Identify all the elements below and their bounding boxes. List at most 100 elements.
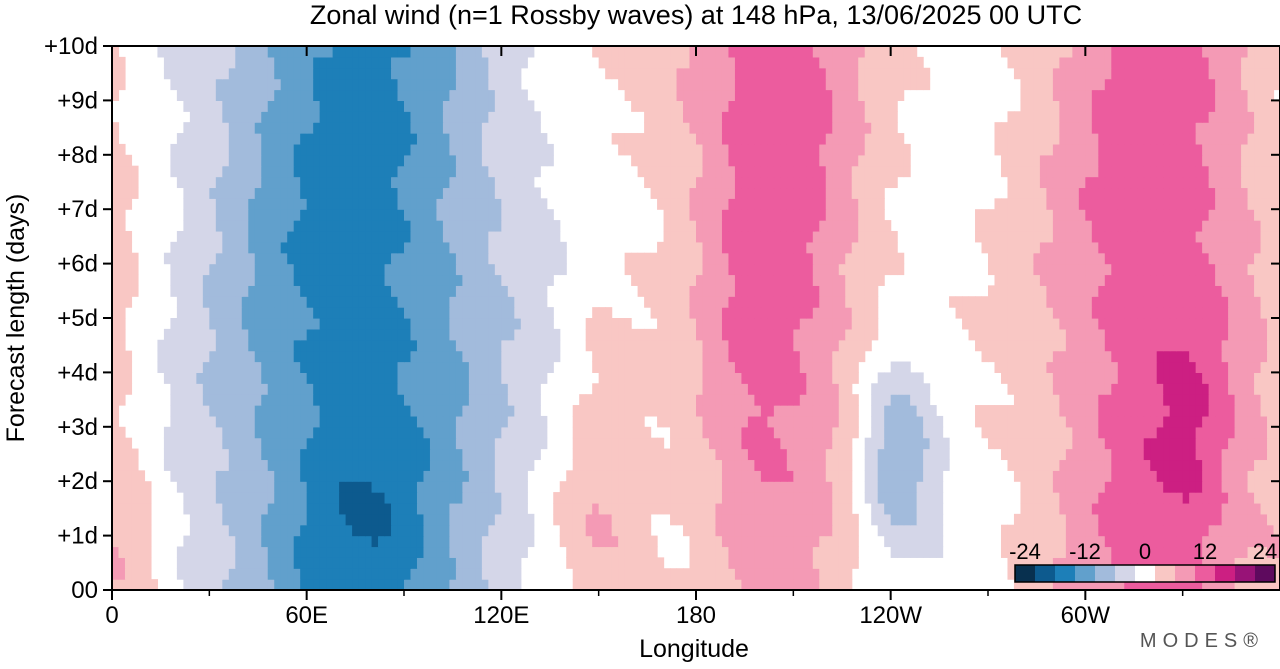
field-cell <box>222 318 230 330</box>
field-cell <box>261 339 269 352</box>
field-cell <box>1176 557 1184 569</box>
field-cell <box>1156 535 1164 548</box>
field-cell <box>1195 470 1203 482</box>
field-cell <box>313 241 321 254</box>
field-cell <box>650 405 658 417</box>
field-cell <box>352 350 360 363</box>
field-cell <box>274 241 282 254</box>
field-cell <box>202 448 210 461</box>
field-cell <box>786 383 794 395</box>
field-cell <box>1195 459 1203 471</box>
field-cell <box>267 437 275 450</box>
field-cell <box>404 524 412 537</box>
field-cell <box>410 307 418 319</box>
field-cell <box>449 230 457 243</box>
field-cell <box>520 285 528 297</box>
field-cell <box>670 263 678 276</box>
field-cell <box>248 405 256 417</box>
field-cell <box>261 252 269 265</box>
field-cell <box>1247 437 1255 450</box>
field-cell <box>507 350 515 363</box>
field-cell <box>183 274 191 286</box>
field-cell <box>319 252 327 265</box>
field-cell <box>988 328 996 341</box>
field-cell <box>1182 285 1190 297</box>
field-cell <box>416 502 425 515</box>
field-cell <box>1111 361 1119 373</box>
field-cell <box>799 557 807 569</box>
field-cell <box>196 481 204 493</box>
field-cell <box>481 557 489 569</box>
field-cell <box>702 394 710 406</box>
field-cell <box>1228 307 1236 319</box>
field-cell <box>1085 383 1093 395</box>
field-cell <box>799 328 807 341</box>
field-cell <box>1046 307 1054 319</box>
field-cell <box>1098 296 1106 308</box>
field-cell <box>1202 426 1210 439</box>
field-cell <box>378 481 386 493</box>
field-cell <box>442 502 451 515</box>
field-cell <box>326 481 334 493</box>
field-cell <box>468 568 476 580</box>
field-cell <box>163 328 171 341</box>
field-cell <box>741 361 749 373</box>
field-cell <box>163 426 171 439</box>
field-cell <box>449 405 457 417</box>
field-cell <box>1254 361 1262 373</box>
field-cell <box>1267 513 1275 526</box>
field-cell <box>851 535 859 548</box>
field-cell <box>222 481 230 493</box>
field-cell <box>176 296 184 308</box>
field-cell <box>1234 502 1242 515</box>
field-cell <box>436 318 444 330</box>
field-cell <box>741 513 749 526</box>
field-cell <box>858 296 866 308</box>
field-cell <box>832 307 840 319</box>
field-cell <box>1150 437 1158 450</box>
field-cell <box>410 579 418 590</box>
field-cell <box>1026 339 1035 352</box>
field-cell <box>832 437 840 450</box>
field-cell <box>488 546 496 558</box>
field-cell <box>1215 492 1223 504</box>
field-cell <box>488 263 496 276</box>
field-cell <box>1020 372 1028 384</box>
field-cell <box>812 568 820 580</box>
field-cell <box>1059 394 1067 406</box>
field-cell <box>287 502 295 515</box>
field-cell <box>313 285 321 297</box>
field-cell <box>1208 252 1216 265</box>
field-cell <box>1098 502 1106 515</box>
field-cell <box>131 459 139 471</box>
field-cell <box>1033 579 1041 590</box>
field-cell <box>572 535 580 548</box>
field-cell <box>1137 263 1145 276</box>
field-cell <box>1013 426 1022 439</box>
field-cell <box>1104 296 1112 308</box>
field-cell <box>371 394 379 406</box>
field-cell <box>1228 535 1236 548</box>
field-cell <box>1124 372 1132 384</box>
field-cell <box>358 383 366 395</box>
field-cell <box>631 557 639 569</box>
field-cell <box>468 524 476 537</box>
field-cell <box>436 350 444 363</box>
field-cell <box>397 383 405 395</box>
field-cell <box>1085 470 1093 482</box>
field-cell <box>1052 296 1060 308</box>
field-cell <box>1273 557 1280 569</box>
field-cell <box>786 296 794 308</box>
field-cell <box>462 230 470 243</box>
field-cell <box>371 230 379 243</box>
field-cell <box>683 513 691 526</box>
field-cell <box>384 546 392 558</box>
field-cell <box>384 241 392 254</box>
field-cell <box>1130 546 1138 558</box>
field-cell <box>657 285 665 297</box>
field-cell <box>592 350 600 363</box>
field-cell <box>1169 394 1177 406</box>
field-cell <box>1013 328 1022 341</box>
field-cell <box>1130 579 1138 590</box>
field-cell <box>1104 285 1112 297</box>
